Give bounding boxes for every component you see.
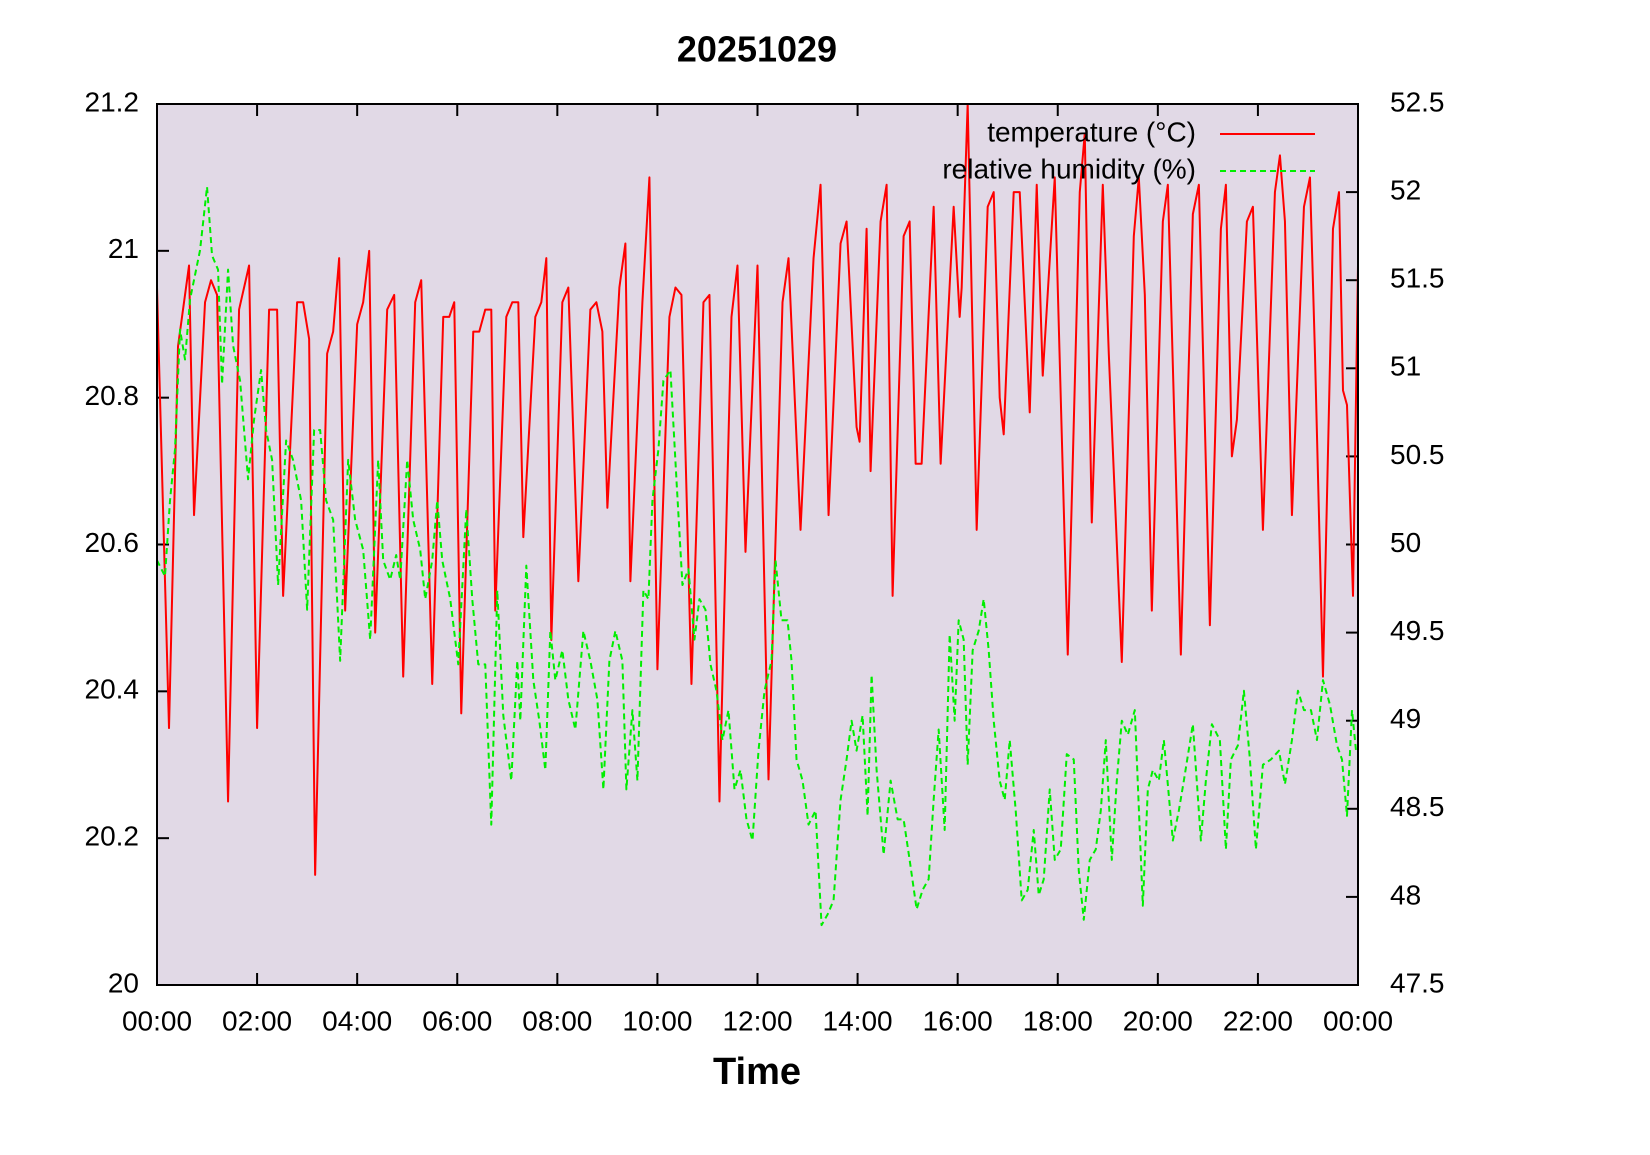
y2-tick-label: 48 bbox=[1390, 879, 1421, 910]
x-tick-label: 18:00 bbox=[1023, 1005, 1093, 1036]
x-tick-label: 06:00 bbox=[422, 1005, 492, 1036]
plot-background bbox=[157, 104, 1358, 985]
y-tick-label: 20.4 bbox=[85, 674, 140, 705]
x-tick-label: 08:00 bbox=[522, 1005, 592, 1036]
x-tick-label: 00:00 bbox=[1323, 1005, 1393, 1036]
legend-label: relative humidity (%) bbox=[942, 153, 1196, 184]
y-tick-label: 21 bbox=[108, 233, 139, 264]
y2-tick-label: 48.5 bbox=[1390, 791, 1445, 822]
legend-label: temperature (°C) bbox=[987, 116, 1196, 147]
x-tick-label: 00:00 bbox=[122, 1005, 192, 1036]
y-tick-label: 20.6 bbox=[85, 527, 140, 558]
y2-tick-label: 47.5 bbox=[1390, 967, 1445, 998]
y2-tick-label: 49.5 bbox=[1390, 615, 1445, 646]
chart-title: 20251029 bbox=[677, 29, 837, 70]
x-tick-label: 02:00 bbox=[222, 1005, 292, 1036]
y2-tick-label: 52 bbox=[1390, 174, 1421, 205]
y2-tick-label: 52.5 bbox=[1390, 86, 1445, 117]
y2-tick-label: 51.5 bbox=[1390, 263, 1445, 294]
x-tick-label: 10:00 bbox=[622, 1005, 692, 1036]
x-axis-label: Time bbox=[713, 1051, 801, 1093]
x-tick-label: 22:00 bbox=[1223, 1005, 1293, 1036]
y-tick-label: 20.8 bbox=[85, 380, 140, 411]
x-tick-label: 12:00 bbox=[722, 1005, 792, 1036]
x-tick-label: 14:00 bbox=[823, 1005, 893, 1036]
y-tick-label: 20 bbox=[108, 967, 139, 998]
x-tick-label: 04:00 bbox=[322, 1005, 392, 1036]
data-line bbox=[156, 103, 1359, 876]
y2-tick-label: 50 bbox=[1390, 527, 1421, 558]
x-tick-label: 20:00 bbox=[1123, 1005, 1193, 1036]
y2-tick-label: 51 bbox=[1390, 351, 1421, 382]
plot-border bbox=[156, 103, 1359, 986]
y-tick-label: 20.2 bbox=[85, 821, 140, 852]
x-tick-label: 16:00 bbox=[923, 1005, 993, 1036]
y2-tick-label: 49 bbox=[1390, 703, 1421, 734]
y-tick-label: 21.2 bbox=[85, 86, 140, 117]
y2-tick-label: 50.5 bbox=[1390, 439, 1445, 470]
